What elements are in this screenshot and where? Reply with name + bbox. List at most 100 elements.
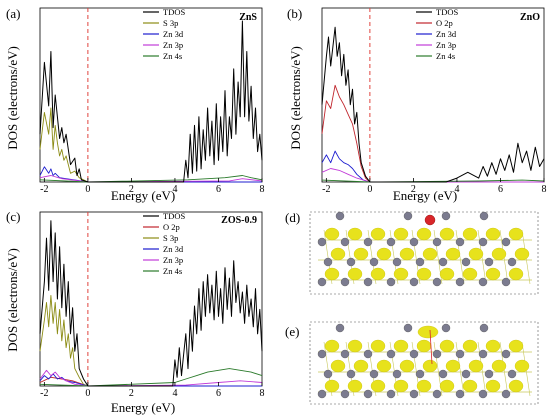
zinc-atom [478, 277, 488, 287]
y-axis-title-a: DOS (electrons/eV) [5, 46, 20, 150]
zinc-atom [386, 349, 396, 359]
zinc-atom [501, 277, 511, 287]
zinc-atom [335, 323, 345, 333]
legend-label-zn-3d: Zn 3d [163, 244, 184, 254]
sulfur-atom [416, 227, 432, 241]
zinc-atom [369, 257, 379, 267]
zinc-atom [409, 237, 419, 247]
legend-label-s-3p: S 3p [163, 233, 178, 243]
sulfur-atom [485, 267, 501, 281]
y-axis-title-b: DOS (electrons/eV) [288, 46, 303, 150]
x-tick-label: 2 [129, 388, 134, 399]
zinc-atom [340, 349, 350, 359]
legend-label-o-2p: O 2p [436, 18, 453, 28]
series-line-zn-3d [39, 373, 262, 387]
zinc-atom [386, 389, 396, 399]
bond-line [455, 341, 465, 397]
sulfur-atom [439, 379, 455, 393]
zinc-atom [478, 389, 488, 399]
zinc-atom [432, 389, 442, 399]
zinc-atom [369, 369, 379, 379]
x-tick-label: 0 [85, 388, 90, 399]
zinc-atom [403, 211, 413, 221]
sulfur-atom [370, 339, 386, 353]
zinc-atom [432, 237, 442, 247]
zinc-atom [363, 277, 373, 287]
sulfur-atom [485, 227, 501, 241]
legend-label-zn-3p: Zn 3p [163, 255, 183, 265]
sulfur-atom [485, 379, 501, 393]
system-title-a: ZnS [239, 12, 257, 23]
sulfur-atom [370, 379, 386, 393]
x-axis-title-b: Energy (eV) [393, 188, 457, 203]
legend-label-o-2p: O 2p [163, 222, 180, 232]
system-title-c: ZOS-0.9 [221, 215, 257, 226]
legend-label-tdos: TDOS [163, 211, 185, 221]
legend-label-zn-3p: Zn 3p [436, 40, 456, 50]
sulfur-atom [330, 359, 346, 373]
x-tick-label: -2 [322, 184, 330, 195]
series-line-tdos [39, 220, 263, 387]
panel-label-b: (b) [287, 6, 302, 21]
zinc-atom [438, 257, 448, 267]
sulfur-atom [422, 247, 438, 261]
structure-panel-e: (e) [285, 321, 539, 405]
bond-line [455, 229, 465, 285]
dos-chart-zns: (a) DOS (electrons/eV) Energy (eV) ZnS -… [5, 6, 265, 203]
zinc-atom [461, 257, 471, 267]
sulfur-atom [514, 247, 530, 261]
zinc-atom [478, 349, 488, 359]
zinc-atom [415, 257, 425, 267]
zinc-atom [403, 323, 413, 333]
sulfur-atom [393, 379, 409, 393]
oxygen-atom [424, 214, 436, 226]
series-line-s-3p [39, 107, 262, 183]
x-tick-label: 2 [411, 184, 416, 195]
zinc-atom [363, 389, 373, 399]
zinc-atom [317, 389, 327, 399]
zinc-atom [484, 257, 494, 267]
sulfur-atom [347, 339, 363, 353]
sulfur-atom [485, 339, 501, 353]
zinc-atom [432, 277, 442, 287]
sulfur-atom [393, 227, 409, 241]
sulfur-atom [353, 247, 369, 261]
zinc-atom [479, 323, 489, 333]
zinc-atom [409, 389, 419, 399]
x-tick-label: -2 [40, 388, 48, 399]
zinc-atom [363, 237, 373, 247]
x-tick-label: 6 [498, 184, 503, 195]
sulfur-atom [347, 267, 363, 281]
sulfur-atom [514, 359, 530, 373]
zinc-atom [507, 257, 517, 267]
panel-label-c: (c) [6, 209, 20, 224]
series-line-s-3p [39, 295, 262, 387]
dos-chart-zno: (b) DOS (electrons/eV) Energy (eV) ZnO -… [287, 6, 547, 203]
x-tick-label: -2 [40, 184, 48, 195]
bond-line [429, 329, 433, 365]
zinc-atom [317, 349, 327, 359]
x-tick-label: 4 [454, 184, 459, 195]
zinc-atom [392, 257, 402, 267]
panel-label-a: (a) [6, 6, 20, 21]
legend-label-zn-4s: Zn 4s [163, 51, 182, 61]
zinc-atom [438, 369, 448, 379]
sulfur-atom [416, 267, 432, 281]
series-line-zn-4s [321, 179, 545, 183]
panel-label-e: (e) [285, 324, 299, 339]
series-line-tdos [39, 20, 263, 183]
sulfur-atom [439, 267, 455, 281]
zinc-atom [335, 211, 345, 221]
legend-label-tdos: TDOS [436, 7, 458, 17]
sulfur-atom [330, 247, 346, 261]
sulfur-atom [439, 227, 455, 241]
x-tick-label: 4 [172, 388, 177, 399]
sulfur-atom [393, 339, 409, 353]
series-line-tdos [321, 26, 545, 183]
zinc-atom [501, 349, 511, 359]
sulfur-atom [491, 359, 507, 373]
x-tick-label: 0 [85, 184, 90, 195]
zinc-atom [340, 277, 350, 287]
charge-density-structure-icon [317, 323, 532, 399]
